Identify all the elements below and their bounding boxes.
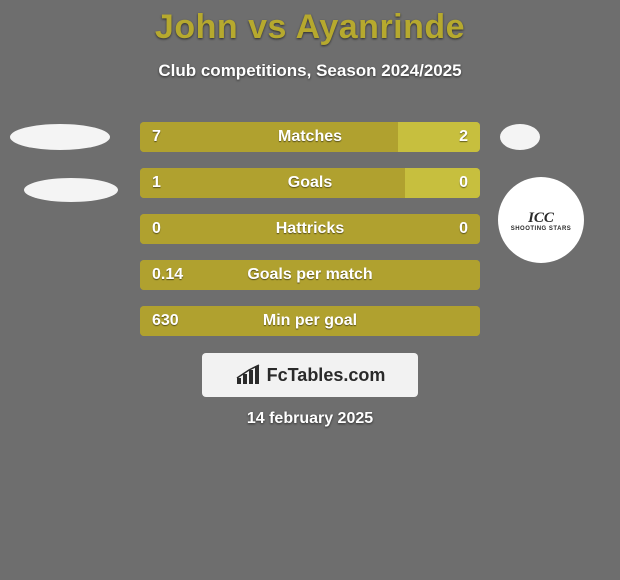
bars-icon <box>235 364 261 386</box>
stat-row: Goals1 0 <box>140 168 480 198</box>
stat-value-left: 0 <box>152 214 161 244</box>
stat-value-right: 0 <box>459 168 468 198</box>
stat-value-left: 0.14 <box>152 260 183 290</box>
team1-logo-ellipse-1 <box>10 124 110 150</box>
team2-badge-line1: ICC <box>528 210 554 226</box>
team2-badge-line2: SHOOTING STARS <box>511 226 572 232</box>
stat-row: Goals per match0.14 <box>140 260 480 290</box>
stat-label: Matches <box>140 122 480 152</box>
subtitle: Club competitions, Season 2024/2025 <box>0 61 620 81</box>
team2-logo-ellipse <box>500 124 540 150</box>
stat-row: Min per goal630 <box>140 306 480 336</box>
stat-label: Goals per match <box>140 260 480 290</box>
chart-canvas: John vs Ayanrinde Club competitions, Sea… <box>0 0 620 580</box>
team1-logo-ellipse-2 <box>24 178 118 202</box>
stat-label: Goals <box>140 168 480 198</box>
stat-value-left: 1 <box>152 168 161 198</box>
stat-value-right: 0 <box>459 214 468 244</box>
stat-value-right: 2 <box>459 122 468 152</box>
stat-value-left: 630 <box>152 306 179 336</box>
stats-rows: Matches72Goals10Hattricks00Goals per mat… <box>140 122 480 352</box>
stat-row: Hattricks0 0 <box>140 214 480 244</box>
stat-value-left: 7 <box>152 122 161 152</box>
stat-label: Min per goal <box>140 306 480 336</box>
brand-box: FcTables.com <box>202 353 418 397</box>
team2-badge: ICC SHOOTING STARS <box>498 177 584 263</box>
page-title: John vs Ayanrinde <box>0 0 620 47</box>
brand-text: FcTables.com <box>267 365 386 386</box>
date: 14 february 2025 <box>0 410 620 428</box>
stat-label: Hattricks <box>140 214 480 244</box>
stat-row: Matches7 2 <box>140 122 480 152</box>
